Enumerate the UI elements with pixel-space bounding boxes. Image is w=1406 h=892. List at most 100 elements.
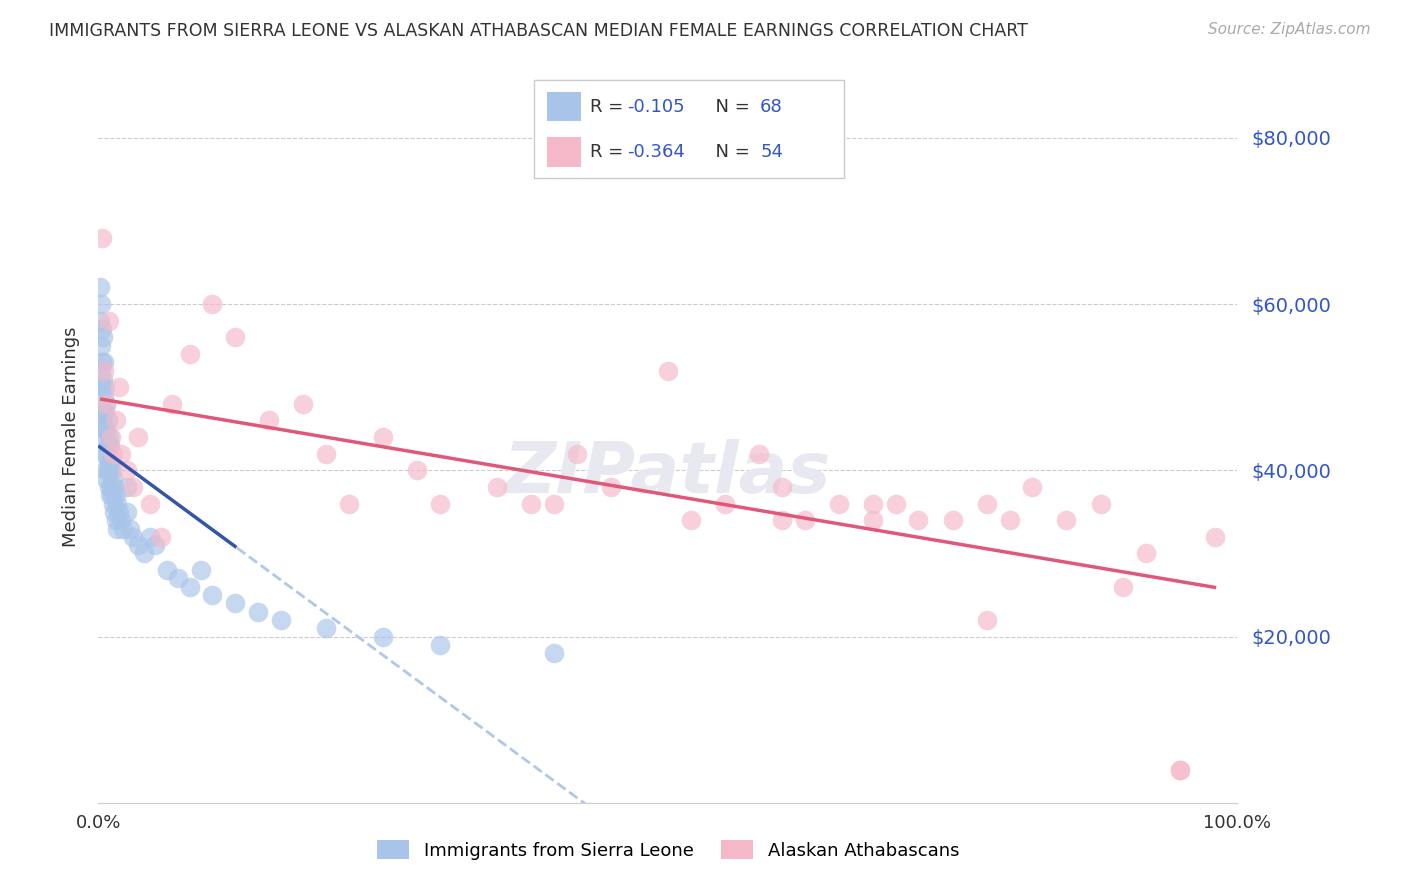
Point [105,521,128,535]
Point [93,355,115,369]
Text: 68: 68 [761,98,783,116]
Point [292,397,315,411]
Point [998,513,1021,527]
Point [121,530,143,544]
Point [104,513,127,527]
Text: -0.105: -0.105 [627,98,685,116]
Point [1021,480,1043,494]
Point [520,497,543,511]
Point [315,447,337,461]
Point [94,463,117,477]
Text: R =: R = [591,143,628,161]
Point [828,497,851,511]
Point [97,430,120,444]
Text: IMMIGRANTS FROM SIERRA LEONE VS ALASKAN ATHABASCAN MEDIAN FEMALE EARNINGS CORREL: IMMIGRANTS FROM SIERRA LEONE VS ALASKAN … [49,22,1028,40]
Point [104,488,127,502]
Point [770,513,793,527]
Point [259,413,281,427]
Text: ZIPatlas: ZIPatlas [505,439,831,508]
Point [1112,580,1135,594]
Point [127,430,149,444]
Point [246,605,269,619]
Point [486,480,509,494]
Text: N =: N = [704,143,756,161]
Text: Source: ZipAtlas.com: Source: ZipAtlas.com [1208,22,1371,37]
Point [1204,530,1226,544]
Text: 54: 54 [761,143,783,161]
Point [121,480,143,494]
Point [429,497,451,511]
Y-axis label: Median Female Earnings: Median Female Earnings [62,326,80,548]
Point [162,397,184,411]
Point [138,530,160,544]
Point [93,388,115,402]
Point [101,488,124,502]
Point [90,322,112,336]
Point [98,488,121,502]
Point [100,430,122,444]
Point [96,397,118,411]
Point [942,513,965,527]
Point [110,513,132,527]
Point [315,621,337,635]
Point [104,413,127,427]
Text: R =: R = [591,98,628,116]
Point [103,505,125,519]
Point [108,380,131,394]
Text: N =: N = [704,98,756,116]
Point [115,463,138,477]
Point [110,447,132,461]
Point [600,480,623,494]
Point [224,596,246,610]
Point [101,463,124,477]
Point [94,380,117,394]
Point [96,422,118,436]
Point [90,413,112,427]
Point [96,472,118,486]
Point [1135,546,1157,560]
Point [1090,497,1112,511]
Point [90,338,112,352]
Point [115,480,138,494]
Point [100,480,122,494]
Point [93,422,115,436]
Point [679,513,702,527]
Point [127,538,149,552]
Point [793,513,815,527]
Point [93,363,115,377]
Point [97,480,120,494]
Point [406,463,429,477]
Point [201,297,224,311]
Point [270,613,292,627]
Point [543,646,565,660]
Point [976,613,998,627]
Point [96,447,118,461]
Point [1170,763,1192,777]
Point [770,480,793,494]
Point [156,563,179,577]
Point [1170,763,1192,777]
Point [94,405,117,419]
Point [96,397,118,411]
Point [112,521,135,535]
FancyBboxPatch shape [547,92,581,121]
Point [862,497,884,511]
Point [94,430,117,444]
Point [179,347,201,361]
Point [97,314,120,328]
Point [371,430,394,444]
Point [91,330,114,344]
Point [371,630,394,644]
Point [138,497,160,511]
Text: -0.364: -0.364 [627,143,685,161]
Point [748,447,770,461]
Point [145,538,167,552]
Point [103,497,125,511]
Point [98,463,121,477]
Point [657,363,679,377]
Point [108,505,131,519]
Point [167,571,190,585]
Point [89,280,111,294]
Point [115,505,138,519]
Point [337,497,360,511]
